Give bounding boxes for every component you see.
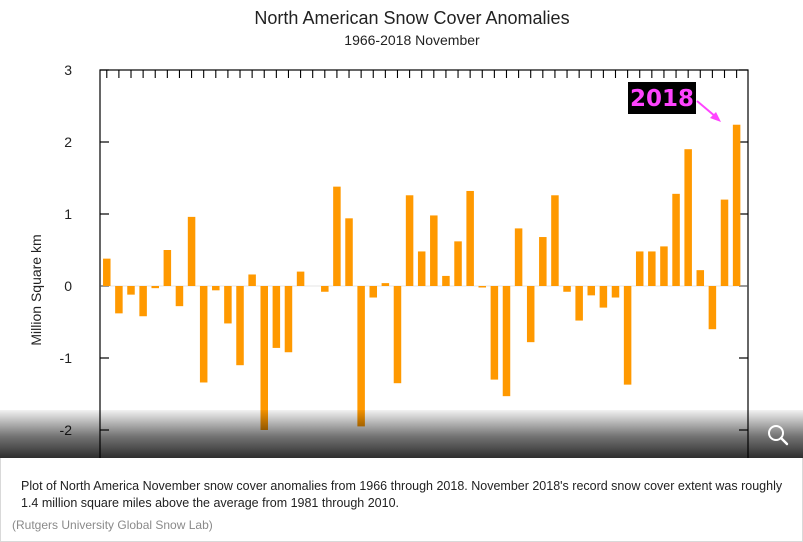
bar-2000 xyxy=(514,228,523,286)
chart-title: North American Snow Cover Anomalies xyxy=(254,8,569,28)
chart-subtitle: 1966-2018 November xyxy=(344,32,480,48)
bar-1979 xyxy=(260,286,268,430)
bar-1994 xyxy=(442,275,450,286)
bar-2011 xyxy=(648,251,656,286)
bar-1967 xyxy=(115,286,123,314)
caption-box: Plot of North America November snow cove… xyxy=(0,458,803,542)
annotation-label: 2018 xyxy=(630,86,694,112)
annotation-2018: 2018 xyxy=(628,82,721,122)
bar-2016 xyxy=(708,286,717,330)
bar-1991 xyxy=(405,195,414,286)
bar-1975 xyxy=(212,286,220,291)
bar-2009 xyxy=(623,286,632,385)
bar-2003 xyxy=(551,195,559,286)
bar-2010 xyxy=(635,251,644,286)
bar-1999 xyxy=(502,286,511,397)
caption-text: Plot of North America November snow cove… xyxy=(21,479,783,510)
bar-1973 xyxy=(187,216,196,286)
bar-1974 xyxy=(199,286,208,383)
bar-1968 xyxy=(127,286,135,295)
bar-2012 xyxy=(660,246,668,286)
annotation-arrowhead xyxy=(710,112,721,122)
bar-1969 xyxy=(139,286,147,317)
axis-ticks: -2 -1 0 1 2 3 xyxy=(60,62,748,438)
bar-2004 xyxy=(563,286,571,292)
bar-1986 xyxy=(345,218,353,286)
bar-2001 xyxy=(526,286,535,343)
bar-1980 xyxy=(272,286,281,348)
bar-2017 xyxy=(720,199,729,286)
bar-1981 xyxy=(284,286,293,353)
y-tick-label: -2 xyxy=(60,422,73,438)
bar-2013 xyxy=(672,193,680,286)
bar-1995 xyxy=(454,241,462,286)
bar-1987 xyxy=(357,286,365,427)
bar-1971 xyxy=(163,250,172,286)
y-tick-label: 3 xyxy=(64,62,72,78)
bar-1976 xyxy=(224,286,232,324)
bar-1990 xyxy=(393,286,402,384)
snow-cover-chart: North American Snow Cover Anomalies 1966… xyxy=(28,8,749,458)
credit-text: (Rutgers University Global Snow Lab) xyxy=(12,518,213,532)
bar-1972 xyxy=(175,286,184,307)
bar-1978 xyxy=(248,274,256,286)
bar-2005 xyxy=(575,286,583,321)
bar-2008 xyxy=(611,286,620,298)
bar-2007 xyxy=(599,286,608,308)
annotation-arrow xyxy=(696,100,717,118)
annotation-box xyxy=(628,82,696,114)
bar-2015 xyxy=(696,270,705,286)
bar-1996 xyxy=(466,190,474,286)
y-tick-label: 1 xyxy=(64,206,72,222)
bar-1970 xyxy=(151,286,159,289)
bar-1992 xyxy=(417,251,426,286)
bar-1998 xyxy=(490,286,499,380)
y-axis-label: Million Square km xyxy=(28,234,44,345)
bar-2002 xyxy=(539,237,547,286)
bar-1993 xyxy=(430,215,438,286)
chart-figure: North American Snow Cover Anomalies 1966… xyxy=(0,8,803,458)
zoom-button[interactable] xyxy=(760,418,796,454)
bar-1989 xyxy=(381,283,390,286)
bar-2006 xyxy=(587,286,596,296)
y-tick-label: -1 xyxy=(60,350,73,366)
bar-2018 xyxy=(732,124,741,286)
bar-1984 xyxy=(321,286,329,292)
bar-1982 xyxy=(296,271,305,286)
bar-1985 xyxy=(333,186,341,286)
bar-1966 xyxy=(103,258,111,286)
bar-1977 xyxy=(236,286,244,366)
bar-2014 xyxy=(684,149,692,286)
y-tick-label: 2 xyxy=(64,134,72,150)
magnifier-icon xyxy=(768,425,789,446)
bar-1988 xyxy=(369,286,378,298)
bar-1997 xyxy=(478,286,487,288)
plot-frame xyxy=(99,69,749,458)
bars xyxy=(103,124,741,430)
y-tick-label: 0 xyxy=(64,278,72,294)
